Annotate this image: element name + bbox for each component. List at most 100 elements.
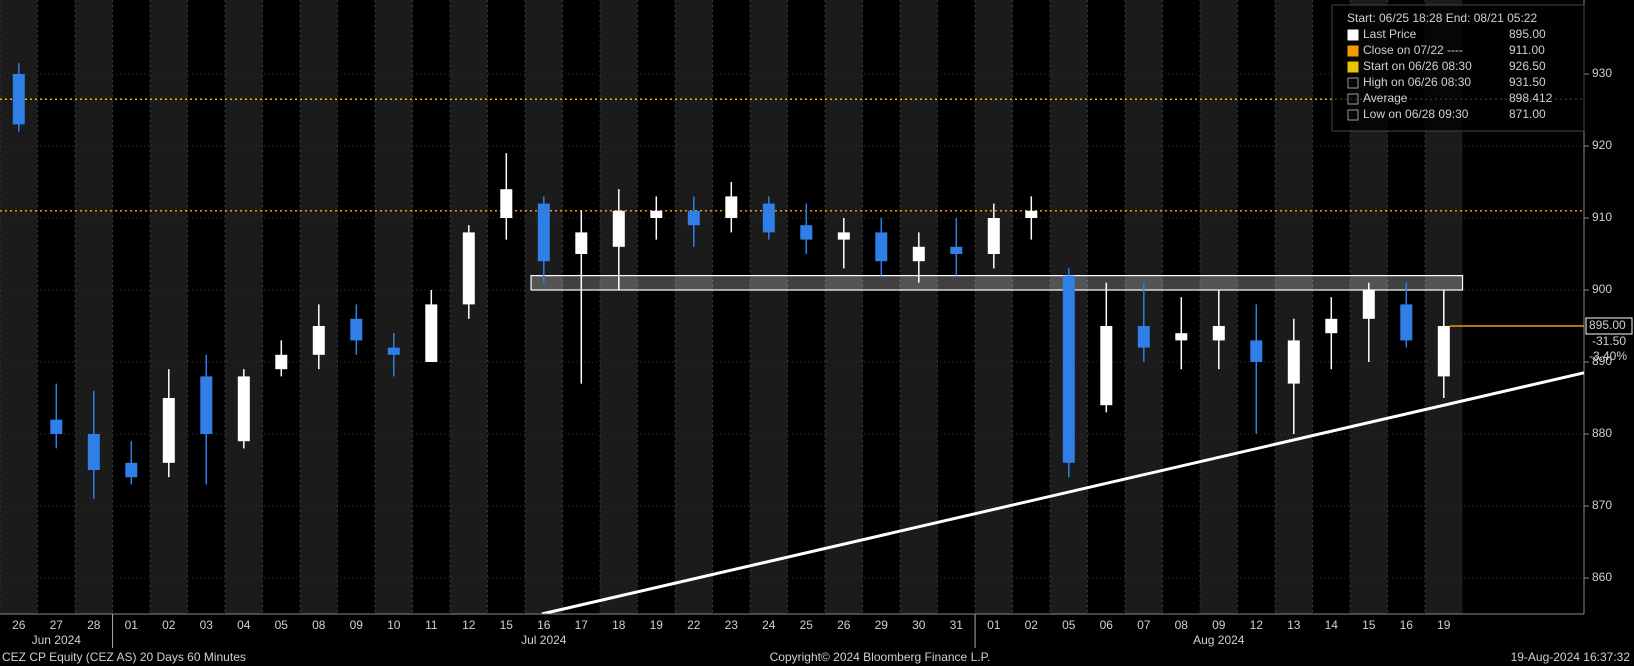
legend-box <box>1331 4 1585 132</box>
x-tick-label: 05 <box>1062 618 1076 632</box>
x-tick-label: 24 <box>762 618 776 632</box>
candle-body <box>125 462 138 478</box>
y-tick-label: 910 <box>1592 210 1612 224</box>
day-band <box>37 0 76 622</box>
last-price-label: 895.00 <box>1589 318 1626 332</box>
legend-swatch <box>1347 77 1359 89</box>
x-tick-label: 03 <box>200 618 214 632</box>
legend-value: 871.00 <box>1509 107 1546 121</box>
x-tick-label: 14 <box>1325 618 1339 632</box>
candle-body <box>1437 326 1450 377</box>
x-tick-label: 06 <box>1100 618 1114 632</box>
y-tick-label: 900 <box>1592 282 1612 296</box>
legend-swatch <box>1347 29 1359 41</box>
candle-body <box>575 232 588 254</box>
candle-body <box>500 189 513 218</box>
candle-body <box>800 225 813 240</box>
x-tick-label: 07 <box>1137 618 1151 632</box>
candle-body <box>1400 304 1413 341</box>
month-label: Jun 2024 <box>32 633 82 647</box>
x-tick-label: 28 <box>87 618 101 632</box>
day-band <box>150 0 188 622</box>
legend-value: 911.00 <box>1509 43 1545 57</box>
day-band <box>487 0 526 622</box>
day-band <box>525 0 563 622</box>
candle-body <box>987 218 1000 254</box>
legend-value: 898.412 <box>1509 91 1553 105</box>
x-tick-label: 10 <box>387 618 401 632</box>
legend-name: High on 06/26 08:30 <box>1363 75 1471 89</box>
day-band <box>675 0 713 622</box>
x-tick-label: 16 <box>1400 618 1414 632</box>
candle-body <box>425 304 438 362</box>
x-tick-label: 27 <box>50 618 64 632</box>
x-tick-label: 01 <box>125 618 139 632</box>
candle-body <box>687 210 700 226</box>
x-tick-label: 16 <box>537 618 551 632</box>
x-axis-area <box>0 614 1634 666</box>
legend-name: Start on 06/26 08:30 <box>1363 59 1472 73</box>
legend-name: Close on 07/22 ---- <box>1363 43 1463 57</box>
day-band <box>1012 0 1051 622</box>
legend-header: Start: 06/25 18:28 End: 08/21 05:22 <box>1347 11 1537 25</box>
x-tick-label: 30 <box>912 618 926 632</box>
x-tick-label: 22 <box>687 618 701 632</box>
day-band <box>900 0 938 622</box>
x-tick-label: 12 <box>462 618 476 632</box>
candle-body <box>537 203 550 262</box>
x-tick-label: 02 <box>1025 618 1039 632</box>
day-band <box>375 0 413 622</box>
x-tick-label: 01 <box>987 618 1001 632</box>
candle-body <box>1175 333 1188 341</box>
x-tick-label: 12 <box>1250 618 1264 632</box>
day-band <box>262 0 301 622</box>
candle-body <box>1325 318 1338 334</box>
legend: Start: 06/25 18:28 End: 08/21 05:22 Last … <box>1331 4 1585 132</box>
month-label: Aug 2024 <box>1193 633 1245 647</box>
x-tick-label: 26 <box>837 618 851 632</box>
candle-body <box>650 210 663 218</box>
legend-swatch <box>1347 45 1359 57</box>
y-tick-label: 860 <box>1592 570 1612 584</box>
x-tick-label: 13 <box>1287 618 1301 632</box>
x-tick-label: 15 <box>1362 618 1376 632</box>
candle-body <box>50 419 63 434</box>
candle-body <box>275 354 288 370</box>
trendline <box>541 371 1585 616</box>
day-band <box>712 0 751 622</box>
candle-body <box>912 246 925 262</box>
day-band <box>112 0 151 622</box>
candle-body <box>1025 210 1038 218</box>
y-tick-label: 880 <box>1592 426 1612 440</box>
day-band <box>75 0 113 622</box>
candle-body <box>1287 340 1300 384</box>
legend-name: Low on 06/28 09:30 <box>1363 107 1469 121</box>
x-tick-label: 31 <box>950 618 964 632</box>
month-label: Jul 2024 <box>521 633 567 647</box>
x-tick-label: 11 <box>425 618 438 632</box>
legend-value: 931.50 <box>1509 75 1546 89</box>
last-price-tag <box>1585 317 1633 335</box>
y-tick-label: 920 <box>1592 138 1612 152</box>
candle-body <box>950 246 963 254</box>
y-tick-label: 870 <box>1592 498 1612 512</box>
day-band <box>1275 0 1313 622</box>
candle-body <box>1100 326 1113 406</box>
x-tick-label: 08 <box>1175 618 1189 632</box>
y-tick-label: 930 <box>1592 66 1612 80</box>
y-tick-label: 890 <box>1592 354 1612 368</box>
x-tick-label: 02 <box>162 618 176 632</box>
candle-body <box>312 326 325 355</box>
candle-body <box>762 203 775 233</box>
x-tick-label: 08 <box>312 618 326 632</box>
y-axis-area <box>1584 0 1634 622</box>
day-band <box>600 0 638 622</box>
candle-body <box>1062 275 1075 463</box>
legend-swatch <box>1347 109 1359 121</box>
legend-swatch <box>1347 93 1359 105</box>
candle-body <box>162 398 175 463</box>
candle-body <box>87 434 100 470</box>
x-tick-label: 15 <box>500 618 514 632</box>
x-tick-label: 29 <box>875 618 889 632</box>
